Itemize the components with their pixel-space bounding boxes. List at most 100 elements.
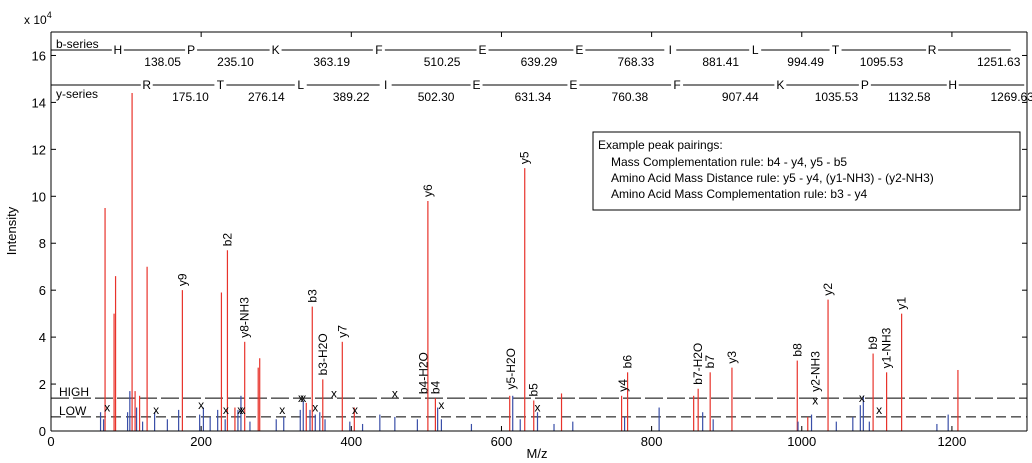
- y-tick-label: 2: [39, 377, 46, 392]
- y-series-residue-bg: [858, 78, 871, 91]
- sequence-ladders: b-series H 138.05 P 235.10 K 363.19 F 510.25 E 639…: [51, 37, 1032, 104]
- peak-label: y1-NH3: [880, 327, 894, 368]
- b-series-residue-bg: [372, 43, 385, 56]
- b-series-residue: H: [114, 43, 123, 57]
- y-series-mass: 907.44: [722, 90, 759, 104]
- y-series-residue: E: [473, 78, 481, 92]
- peaks: [99, 93, 959, 431]
- x-tick-label: 800: [641, 434, 663, 449]
- b-series-residue-bg: [573, 43, 586, 56]
- threshold-label-high: HIGH: [59, 385, 89, 399]
- x-marker: x: [237, 403, 243, 417]
- x-marker: x: [438, 398, 444, 412]
- y-tick-label: 12: [32, 142, 46, 157]
- x-marker: x: [104, 401, 110, 415]
- b-series-residue-bg: [749, 43, 762, 56]
- b-series-residue: P: [187, 43, 195, 57]
- x-marker: x: [331, 386, 337, 400]
- x-tick-label: 1000: [787, 434, 816, 449]
- y-series-residue-bg: [946, 78, 959, 91]
- legend-box: [592, 131, 1021, 211]
- legend-line-3: Amino Acid Mass Complementation rule: b3…: [611, 187, 867, 201]
- y-tick-label: 0: [39, 424, 46, 439]
- y-series-residue-bg: [470, 78, 483, 91]
- b-series-mass: 994.49: [787, 55, 824, 69]
- y-series-mass: 1269.63: [991, 90, 1032, 104]
- y-series-mass: 760.38: [612, 90, 649, 104]
- y-series-residue-bg: [294, 78, 307, 91]
- peak-label: y2: [821, 283, 835, 296]
- peak-label: b4-H2O: [416, 352, 430, 394]
- b-series-mass: 235.10: [217, 55, 254, 69]
- y-tick-label: 16: [32, 48, 46, 63]
- y-tick-label: 6: [39, 283, 46, 298]
- y-series-residue: P: [861, 78, 869, 92]
- y-series-residue-bg: [774, 78, 787, 91]
- b-series-residue-bg: [185, 43, 198, 56]
- peak-label: y7: [335, 325, 349, 338]
- y-series-mass: 1035.53: [815, 90, 859, 104]
- legend-line-2: Amino Acid Mass Distance rule: y5 - y4, …: [611, 171, 934, 185]
- x-marker: x: [223, 403, 229, 417]
- peak-label: b8: [790, 343, 804, 357]
- x-marker: x: [812, 393, 818, 407]
- peak-label: y8-NH3: [238, 297, 252, 338]
- y-series-residue-bg: [379, 78, 392, 91]
- peak-label: b5: [527, 383, 541, 397]
- b-series-residue-bg: [926, 43, 939, 56]
- b-series-residue: T: [832, 43, 840, 57]
- peak-label: b9: [866, 336, 880, 350]
- x-tick-label: 600: [491, 434, 513, 449]
- threshold-label-low: LOW: [59, 404, 87, 418]
- peak-label: b7: [703, 355, 717, 369]
- y-exponent-label: x 104: [24, 10, 52, 27]
- y-series-mass: 389.22: [333, 90, 370, 104]
- b-series-residue-bg: [476, 43, 489, 56]
- y-series-label: y-series: [56, 87, 98, 101]
- peak-label: b6: [621, 355, 635, 369]
- peak-label: y6: [421, 184, 435, 197]
- y-series-residue: K: [776, 78, 784, 92]
- x-marker: x: [298, 391, 304, 405]
- y-ticks: 0 2 4 6 8 10 12 14 16: [32, 48, 1027, 439]
- b-series-mass: 1095.53: [860, 55, 904, 69]
- x-tick-label: 0: [47, 434, 54, 449]
- x-marker: x: [534, 401, 540, 415]
- x-marker: x: [279, 403, 285, 417]
- legend-title: Example peak pairings:: [598, 138, 723, 152]
- peak-label: y1: [895, 297, 909, 310]
- legend: Example peak pairings: Mass Complementat…: [592, 131, 1021, 211]
- peak-label: b3: [305, 289, 319, 303]
- peak-label: b7-H2O: [691, 343, 705, 385]
- peak-label: b4: [428, 380, 442, 394]
- b-series-residue-bg: [269, 43, 282, 56]
- peak-label: b2: [220, 233, 234, 247]
- peak-label: y5: [518, 151, 532, 164]
- y-series-residue: E: [569, 78, 577, 92]
- axes: [50, 31, 1028, 432]
- y-series-mass: 631.34: [515, 90, 552, 104]
- y-series-mass: 175.10: [172, 90, 209, 104]
- y-series-mass: 1132.58: [888, 90, 931, 104]
- y-series-mass: 502.30: [418, 90, 455, 104]
- x-marker: x: [392, 386, 398, 400]
- b-series-mass: 510.25: [424, 55, 461, 69]
- y-series-residue: T: [217, 78, 225, 92]
- peak-label: y3: [725, 351, 739, 364]
- peak-label: y4: [616, 379, 630, 392]
- threshold-lines: HIGH LOW: [51, 385, 1027, 418]
- y-series-residue: L: [297, 78, 304, 92]
- peak-label: y5-H2O: [504, 348, 518, 389]
- b-series-residue: I: [669, 43, 672, 57]
- x-axis-label: M/z: [527, 446, 548, 461]
- y-series-mass: 276.14: [248, 90, 285, 104]
- x-marker: x: [153, 403, 159, 417]
- legend-line-1: Mass Complementation rule: b4 - y4, y5 -…: [611, 155, 847, 169]
- y-axis-label: Intensity: [4, 206, 19, 255]
- b-series-residue: F: [375, 43, 382, 57]
- y-series-residue-bg: [671, 78, 684, 91]
- x-ticks: 0 200 400 600 800 1000 1200: [47, 32, 966, 449]
- b-series-residue: R: [928, 43, 937, 57]
